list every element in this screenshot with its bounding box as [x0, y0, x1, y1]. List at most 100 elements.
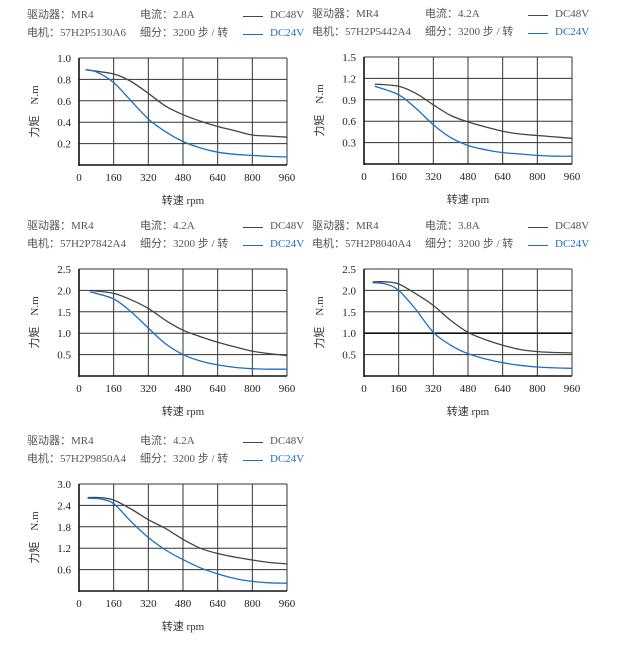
motor-label: 电机：57H2P7842A4: [27, 238, 127, 250]
series-line-dc48v: [372, 281, 573, 354]
torque-chart: 0.5 1.0 1.5 2.0 2.5 0 160 320 480 640 800 960 转速 rpm…: [313, 264, 581, 418]
x-axis-label: 转速 rpm: [447, 192, 490, 206]
x-tick-label: 480: [460, 383, 477, 395]
legend-line-dc24v: [528, 245, 548, 246]
x-tick-label: 800: [244, 383, 261, 395]
x-tick-label: 320: [140, 172, 157, 184]
x-tick-label: 640: [209, 172, 226, 184]
x-tick-label: 160: [105, 598, 122, 610]
motor-label: 电机：57H2P5442A4: [312, 26, 412, 38]
y-tick-label: 0.8: [57, 74, 71, 86]
x-tick-label: 640: [209, 383, 226, 395]
x-tick-label: 0: [76, 383, 82, 395]
series-line-dc48v: [89, 289, 288, 357]
microstep-label: 细分：3200 步 / 转: [140, 27, 229, 39]
legend-label-dc24v: DC24V: [270, 453, 305, 465]
y-tick-label: 1.8: [57, 522, 71, 534]
chart-panel: 驱动器：MR4 电流：4.2A DC48V 电机：57H2P9850A4 细分：…: [0, 426, 304, 641]
current-label: 电流：4.2A: [425, 8, 480, 20]
x-tick-label: 0: [361, 383, 367, 395]
legend-label-dc24v: DC24V: [555, 238, 590, 250]
y-tick-label: 2.0: [342, 285, 356, 297]
legend-label-dc24v: DC24V: [270, 238, 305, 250]
chart-panel: 驱动器：MR4 电流：4.2A DC48V 电机：57H2P7842A4 细分：…: [0, 211, 304, 426]
legend-label-dc48v: DC48V: [270, 435, 305, 447]
y-tick-label: 1.0: [57, 328, 71, 340]
legend-label-dc48v: DC48V: [270, 9, 305, 21]
x-axis-label: 转速 rpm: [162, 619, 205, 633]
current-label: 电流：2.8A: [140, 9, 195, 21]
y-tick-label: 0.5: [342, 350, 356, 362]
y-axis-label: 力矩 N.m: [28, 85, 41, 138]
y-tick-label: 2.4: [57, 500, 71, 512]
chart-panel: 驱动器：MR4 电流：4.2A DC48V 电机：57H2P5442A4 细分：…: [285, 0, 589, 214]
legend-line-dc48v: [243, 227, 263, 228]
y-axis-label: 力矩 N.m: [28, 296, 41, 349]
y-tick-label: 1.2: [342, 73, 356, 85]
y-tick-label: 1.0: [342, 328, 356, 340]
y-tick-label: 2.5: [57, 264, 71, 276]
y-tick-label: 3.0: [57, 479, 71, 491]
legend-label-dc24v: DC24V: [555, 26, 590, 38]
chart-panel: 驱动器：MR4 电流：3.8A DC48V 电机：57H2P8040A4 细分：…: [285, 211, 589, 426]
x-tick-label: 160: [390, 171, 407, 183]
x-tick-label: 0: [76, 172, 82, 184]
chart-panel: 驱动器：MR4 电流：2.8A DC48V 电机：57H2P5130A6 细分：…: [0, 0, 304, 215]
x-tick-label: 800: [529, 383, 546, 395]
torque-chart: 0.3 0.6 0.9 1.2 1.5 0 160 320 480 640 800 960 转速 rpm…: [313, 52, 581, 206]
x-tick-label: 320: [140, 383, 157, 395]
y-axis-label: 力矩 N.m: [313, 296, 326, 349]
x-tick-label: 640: [494, 171, 511, 183]
legend-line-dc48v: [243, 16, 263, 17]
x-tick-label: 960: [279, 172, 296, 184]
series-line-dc48v: [85, 69, 288, 138]
x-tick-label: 160: [105, 172, 122, 184]
x-tick-label: 640: [494, 383, 511, 395]
x-tick-label: 160: [390, 383, 407, 395]
x-axis-label: 转速 rpm: [447, 404, 490, 418]
y-tick-label: 1.2: [57, 543, 71, 555]
motor-label: 电机：57H2P8040A4: [312, 238, 412, 250]
series-line-dc48v: [374, 83, 573, 139]
series-line-dc24v: [87, 497, 288, 584]
microstep-label: 细分：3200 步 / 转: [425, 26, 514, 38]
y-tick-label: 0.6: [57, 96, 71, 108]
y-axis-label: 力矩 N.m: [313, 84, 326, 137]
y-tick-label: 0.9: [342, 95, 356, 107]
x-tick-label: 0: [76, 598, 82, 610]
legend-line-dc24v: [243, 34, 263, 35]
driver-label: 驱动器：MR4: [312, 220, 379, 232]
x-tick-label: 960: [279, 383, 296, 395]
legend-line-dc48v: [243, 442, 263, 443]
x-tick-label: 960: [564, 171, 581, 183]
x-tick-label: 480: [175, 598, 192, 610]
y-tick-label: 0.6: [342, 116, 356, 128]
series-line-dc24v: [89, 291, 287, 370]
x-tick-label: 800: [244, 172, 261, 184]
x-tick-label: 160: [105, 383, 122, 395]
legend-line-dc24v: [528, 33, 548, 34]
driver-label: 驱动器：MR4: [27, 9, 94, 21]
x-tick-label: 320: [425, 383, 442, 395]
y-tick-label: 0.6: [57, 565, 71, 577]
y-tick-label: 1.5: [342, 307, 356, 319]
y-tick-label: 1.5: [342, 52, 356, 64]
x-tick-label: 0: [361, 171, 367, 183]
legend-label-dc48v: DC48V: [270, 220, 305, 232]
series-line-dc24v: [374, 85, 573, 157]
legend-line-dc24v: [243, 460, 263, 461]
x-axis-label: 转速 rpm: [162, 404, 205, 418]
legend-line-dc24v: [243, 245, 263, 246]
torque-chart: 0.5 1.0 1.5 2.0 2.5 0 160 320 480 640 800 960 转速 rpm…: [28, 264, 296, 418]
motor-label: 电机：57H2P5130A6: [27, 27, 127, 39]
x-tick-label: 480: [460, 171, 477, 183]
legend-line-dc48v: [528, 15, 548, 16]
x-tick-label: 320: [140, 598, 157, 610]
y-tick-label: 2.5: [342, 264, 356, 276]
x-tick-label: 960: [279, 598, 296, 610]
y-tick-label: 0.3: [342, 138, 356, 150]
y-tick-label: 2.0: [57, 285, 71, 297]
series-line-dc48v: [87, 496, 288, 565]
legend-line-dc48v: [528, 227, 548, 228]
x-tick-label: 800: [529, 171, 546, 183]
